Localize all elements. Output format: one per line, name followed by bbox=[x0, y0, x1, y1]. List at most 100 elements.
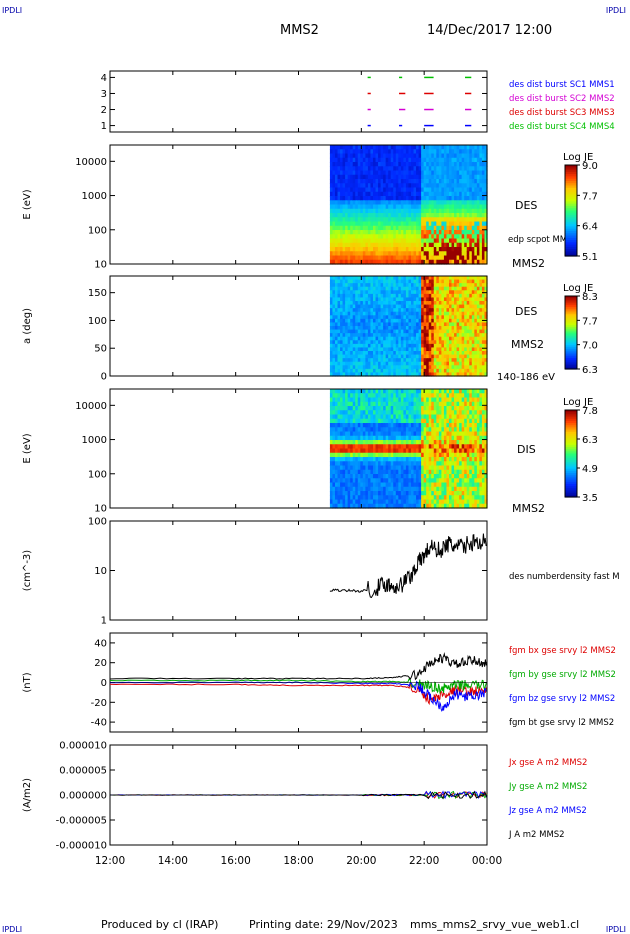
heatmap-cell bbox=[367, 503, 372, 509]
heatmap-cell bbox=[408, 311, 412, 316]
heatmap-cell bbox=[400, 247, 404, 252]
heatmap-cell bbox=[334, 204, 339, 210]
heatmap-cell bbox=[372, 333, 377, 338]
heatmap-cell bbox=[337, 230, 341, 235]
heatmap-cell bbox=[365, 372, 369, 377]
heatmap-cell bbox=[469, 238, 473, 244]
heatmap-cell bbox=[372, 179, 377, 184]
heatmap-cell bbox=[360, 503, 364, 509]
heatmap-cell bbox=[352, 478, 356, 484]
heatmap-cell bbox=[393, 286, 397, 291]
heatmap-cell bbox=[431, 482, 435, 488]
heatmap-cell bbox=[329, 251, 334, 257]
heatmap-cell bbox=[329, 361, 334, 366]
heatmap-cell bbox=[438, 286, 442, 291]
heatmap-cell bbox=[423, 276, 427, 281]
heatmap-cell bbox=[378, 196, 382, 201]
heatmap-cell bbox=[446, 393, 450, 399]
heatmap-cell bbox=[347, 318, 351, 324]
heatmap-cell bbox=[481, 333, 486, 338]
heatmap-cell bbox=[418, 333, 422, 338]
heatmap-cell bbox=[388, 308, 392, 313]
heatmap-cell bbox=[466, 372, 470, 377]
heatmap-cell bbox=[408, 465, 412, 471]
heatmap-cell bbox=[466, 230, 470, 235]
heatmap-cell bbox=[436, 213, 440, 218]
heatmap-cell bbox=[393, 397, 397, 403]
colorbar-step bbox=[565, 190, 577, 193]
heatmap-cell bbox=[329, 179, 334, 184]
heatmap-cell bbox=[433, 255, 437, 261]
heatmap-cell bbox=[395, 290, 399, 295]
heatmap-cell bbox=[484, 279, 488, 284]
heatmap-cell bbox=[423, 393, 427, 399]
heatmap-cell bbox=[332, 311, 336, 316]
heatmap-cell bbox=[395, 397, 399, 403]
heatmap-cell bbox=[479, 208, 483, 214]
heatmap-cell bbox=[350, 333, 354, 338]
heatmap-cell bbox=[400, 204, 404, 210]
heatmap-cell bbox=[390, 397, 394, 403]
heatmap-cell bbox=[378, 308, 382, 313]
heatmap-cell bbox=[362, 347, 366, 352]
heatmap-cell bbox=[418, 166, 422, 172]
heatmap-cell bbox=[438, 293, 442, 299]
heatmap-cell bbox=[471, 368, 475, 374]
heatmap-cell bbox=[484, 234, 488, 240]
heatmap-cell bbox=[418, 204, 422, 210]
heatmap-cell bbox=[441, 333, 445, 338]
heatmap-cell bbox=[464, 293, 468, 299]
heatmap-cell bbox=[329, 448, 334, 454]
heatmap-cell bbox=[441, 297, 445, 302]
heatmap-cell bbox=[443, 482, 448, 488]
heatmap-cell bbox=[372, 255, 377, 261]
heatmap-cell bbox=[355, 204, 359, 210]
heatmap-cell bbox=[383, 465, 387, 471]
heatmap-cell bbox=[400, 448, 404, 454]
heatmap-cell bbox=[431, 469, 435, 475]
heatmap-cell bbox=[337, 191, 341, 197]
heatmap-cell bbox=[410, 435, 415, 441]
heatmap-cell bbox=[469, 358, 473, 363]
heatmap-cell bbox=[342, 153, 346, 159]
heatmap-cell bbox=[332, 427, 336, 433]
heatmap-cell bbox=[362, 486, 366, 492]
heatmap-cell bbox=[436, 499, 440, 505]
heatmap-cell bbox=[332, 440, 336, 445]
heatmap-cell bbox=[395, 329, 399, 334]
heatmap-cell bbox=[446, 423, 450, 428]
heatmap-cell bbox=[443, 457, 448, 462]
heatmap-cell bbox=[441, 414, 445, 420]
heatmap-cell bbox=[454, 230, 458, 235]
legend-mms2: des dist burst SC2 MMS2 bbox=[509, 94, 615, 104]
heatmap-cell bbox=[426, 495, 430, 501]
heatmap-cell bbox=[456, 187, 460, 193]
heatmap-cell bbox=[423, 435, 427, 441]
heatmap-cell bbox=[367, 238, 372, 244]
heatmap-cell bbox=[378, 301, 382, 306]
heatmap-cell bbox=[340, 478, 344, 484]
heatmap-cell bbox=[370, 225, 374, 231]
heatmap-cell bbox=[400, 242, 404, 248]
heatmap-cell bbox=[357, 174, 361, 180]
heatmap-cell bbox=[436, 242, 440, 248]
heatmap-cell bbox=[342, 191, 346, 197]
heatmap-cell bbox=[347, 393, 351, 399]
heatmap-cell bbox=[446, 255, 450, 261]
heatmap-cell bbox=[383, 217, 387, 223]
heatmap-cell bbox=[484, 187, 488, 193]
heatmap-cell bbox=[403, 213, 407, 218]
heatmap-cell bbox=[398, 389, 402, 394]
heatmap-cell bbox=[393, 279, 397, 284]
heatmap-cell bbox=[436, 259, 440, 265]
heatmap-cell bbox=[471, 351, 475, 356]
heatmap-cell bbox=[410, 304, 415, 309]
heatmap-cell bbox=[352, 187, 356, 193]
heatmap-cell bbox=[329, 213, 334, 218]
heatmap-cell bbox=[436, 368, 440, 374]
heatmap-cell bbox=[342, 322, 346, 327]
heatmap-cell bbox=[443, 461, 448, 467]
heatmap-cell bbox=[350, 478, 354, 484]
heatmap-cell bbox=[329, 157, 334, 163]
colorbar-step bbox=[565, 210, 577, 214]
